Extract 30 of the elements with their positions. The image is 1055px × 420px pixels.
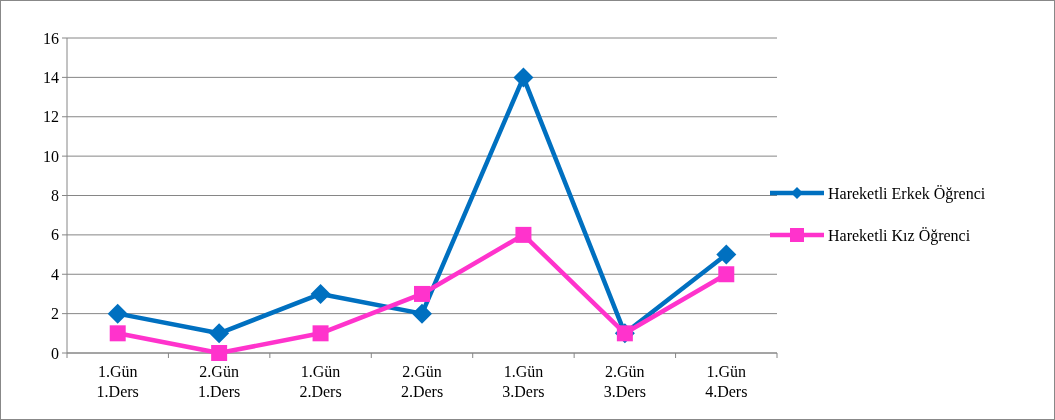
x-tick-label: 2.Gün 2.Ders [400,363,444,400]
legend-label: Hareketli Kız Öğrenci [828,226,971,245]
point [211,345,228,361]
y-tick-label: 10 [43,147,59,165]
y-tick-label: 8 [51,187,59,205]
point [412,303,432,324]
point [107,303,128,324]
point [718,266,735,283]
point [414,285,430,302]
y-tick-label: 2 [51,305,59,323]
y-tick-label: 12 [43,108,59,126]
point [312,325,329,342]
point [716,244,737,265]
y-tick-label: 16 [43,29,59,47]
y-tick-label: 0 [51,344,59,362]
x-tick-label: 1.Gün 4.Ders [705,363,748,400]
legend-label: Hareketli Erkek Öğrenci [828,184,986,203]
x-tick-label: 1.Gün 1.Ders [96,363,139,400]
point [515,226,532,243]
y-tick-label: 6 [51,226,59,244]
point [513,67,534,88]
y-tick-label: 14 [43,68,59,86]
y-tick-label: 4 [51,265,59,283]
point [109,325,126,342]
point [209,323,230,344]
x-tick-label: 2.Gün 3.Ders [603,363,646,400]
point [310,283,331,304]
x-tick-label: 1.Gün 2.Ders [299,363,342,400]
x-tick-label: 1.Gün 3.Ders [502,363,545,400]
x-tick-label: 2.Gün 1.Ders [198,363,241,400]
